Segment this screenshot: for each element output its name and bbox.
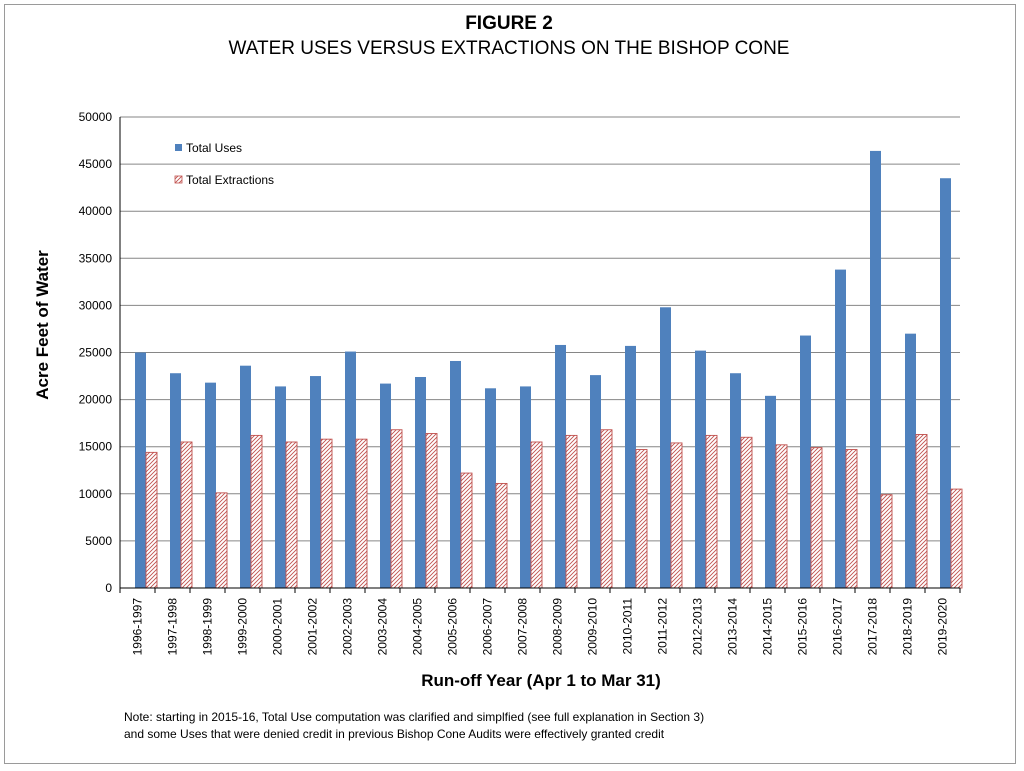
- figure-heading: FIGURE 2: [465, 13, 553, 34]
- footnote-line-1: Note: starting in 2015-16, Total Use com…: [124, 710, 704, 724]
- bar-total-extractions: [180, 441, 193, 589]
- bar-total-extractions: [145, 451, 158, 589]
- legend-label-uses: Total Uses: [186, 141, 242, 155]
- x-tick-label: 2016-2017: [831, 598, 845, 656]
- x-tick-label: 1999-2000: [236, 598, 250, 656]
- legend-swatch-uses: [175, 144, 182, 151]
- bar-total-extractions: [215, 492, 228, 589]
- bar-total-uses: [660, 307, 671, 588]
- y-tick-label: 0: [105, 581, 112, 595]
- bar-total-uses: [835, 269, 846, 588]
- bar-total-uses: [380, 383, 391, 588]
- bar-total-extractions: [285, 441, 298, 589]
- x-tick-labels: 1996-1997 1997-1998 1998-1999 1999-2000 2000…: [119, 588, 961, 656]
- x-tick-label: 2011-2012: [656, 598, 670, 655]
- y-tick-label: 35000: [79, 251, 113, 265]
- bar-total-uses: [485, 388, 496, 588]
- y-tick-label: 40000: [79, 204, 113, 218]
- bar-total-extractions: [460, 472, 473, 589]
- bar-total-extractions: [635, 449, 648, 589]
- bar-total-extractions: [950, 488, 963, 589]
- bar-total-uses: [345, 351, 356, 588]
- x-tick-label: 2006-2007: [481, 598, 495, 656]
- bar-total-extractions: [775, 444, 788, 589]
- bar-total-extractions: [705, 434, 718, 589]
- bar-total-extractions: [670, 442, 683, 589]
- bar-total-extractions: [250, 434, 263, 589]
- x-tick-label: 2004-2005: [411, 598, 425, 656]
- y-tick-label: 25000: [79, 346, 113, 360]
- bar-total-uses: [765, 395, 776, 588]
- bar-total-uses: [275, 386, 286, 588]
- figure-frame: FIGURE 2 WATER USES VERSUS EXTRACTIONS O…: [4, 4, 1016, 764]
- x-tick-label: 2018-2019: [901, 598, 915, 656]
- bar-total-uses: [800, 335, 811, 588]
- x-tick-label: 2005-2006: [446, 598, 460, 656]
- bar-total-uses: [555, 344, 566, 588]
- bar-total-extractions: [355, 438, 368, 589]
- bar-total-uses: [310, 376, 321, 588]
- y-tick-label: 20000: [79, 393, 113, 407]
- y-tick-label: 10000: [79, 487, 113, 501]
- x-tick-label: 2007-2008: [516, 598, 530, 656]
- bar-total-uses: [730, 373, 741, 588]
- bars: [135, 150, 963, 589]
- bar-total-uses: [240, 365, 251, 588]
- x-tick-label: 2017-2018: [866, 598, 880, 656]
- x-tick-label: 2003-2004: [376, 598, 390, 656]
- x-tick-label: 2012-2013: [691, 598, 705, 656]
- legend-swatch-extractions: [174, 175, 183, 184]
- x-tick-label: 2002-2003: [341, 598, 355, 656]
- bar-total-extractions: [320, 438, 333, 589]
- bar-total-uses: [170, 373, 181, 588]
- y-tick-label: 30000: [79, 298, 113, 312]
- x-tick-label: 2019-2020: [936, 598, 950, 656]
- y-tick-label: 45000: [79, 157, 113, 171]
- x-tick-label: 2008-2009: [551, 598, 565, 656]
- x-axis-label: Run-off Year (Apr 1 to Mar 31): [421, 671, 661, 690]
- bar-total-extractions: [565, 434, 578, 589]
- x-tick-label: 1996-1997: [131, 598, 145, 656]
- x-tick-label: 2010-2011: [621, 598, 635, 655]
- bar-total-extractions: [810, 447, 823, 589]
- footnote-line-2: and some Uses that were denied credit in…: [124, 727, 665, 741]
- x-tick-label: 2015-2016: [796, 598, 810, 656]
- bar-total-extractions: [390, 429, 403, 589]
- bar-total-uses: [205, 382, 216, 588]
- bar-total-uses: [625, 345, 636, 588]
- figure-subheading: WATER USES VERSUS EXTRACTIONS ON THE BIS…: [229, 38, 790, 59]
- bar-total-extractions: [845, 449, 858, 589]
- bar-total-extractions: [600, 429, 613, 589]
- bar-total-uses: [415, 376, 426, 588]
- bar-total-uses: [450, 360, 461, 588]
- x-tick-label: 2000-2001: [271, 598, 285, 656]
- bar-chart: FIGURE 2 WATER USES VERSUS EXTRACTIONS O…: [33, 13, 963, 741]
- bar-total-uses: [940, 178, 951, 589]
- x-tick-label: 2009-2010: [586, 598, 600, 656]
- bar-total-uses: [905, 333, 916, 588]
- y-tick-label: 50000: [79, 110, 113, 124]
- y-tick-label: 5000: [85, 534, 112, 548]
- bar-total-extractions: [915, 434, 928, 589]
- x-tick-label: 2013-2014: [726, 598, 740, 656]
- y-tick-labels: 0 5000 10000 15000 20000 25000 30000 35000 40000…: [79, 110, 113, 595]
- bar-total-extractions: [740, 436, 753, 589]
- bar-total-uses: [135, 352, 146, 588]
- legend: Total Uses Total Extractions: [174, 141, 274, 187]
- legend-label-extractions: Total Extractions: [186, 173, 274, 187]
- bar-total-uses: [520, 386, 531, 588]
- x-tick-label: 2001-2002: [306, 598, 320, 656]
- y-axis-label: Acre Feet of Water: [33, 250, 52, 400]
- bar-total-extractions: [425, 433, 438, 589]
- bar-total-uses: [695, 350, 706, 588]
- y-tick-label: 15000: [79, 440, 113, 454]
- x-tick-label: 1997-1998: [166, 598, 180, 656]
- bar-total-extractions: [495, 482, 508, 589]
- bar-total-extractions: [530, 441, 543, 589]
- bar-total-uses: [590, 375, 601, 588]
- bar-total-extractions: [880, 494, 893, 589]
- bar-total-uses: [870, 150, 881, 589]
- x-tick-label: 1998-1999: [201, 598, 215, 656]
- x-tick-label: 2014-2015: [761, 598, 775, 656]
